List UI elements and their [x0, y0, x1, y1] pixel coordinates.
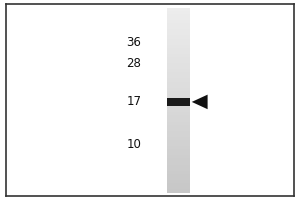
Bar [167, 98, 190, 106]
Bar [167, 88, 190, 91]
Bar [167, 112, 190, 116]
Bar [167, 51, 190, 54]
Bar [167, 122, 190, 125]
Bar [167, 97, 190, 100]
Bar [167, 60, 190, 64]
Bar [167, 189, 190, 193]
Bar [167, 137, 190, 140]
Bar [167, 75, 190, 79]
Text: 17: 17 [126, 95, 141, 108]
Bar [167, 171, 190, 174]
Text: 36: 36 [127, 36, 141, 49]
Bar [167, 8, 190, 11]
Bar [167, 115, 190, 119]
Bar [167, 149, 190, 153]
Bar [167, 103, 190, 107]
Bar [167, 125, 190, 128]
Bar [167, 91, 190, 94]
Bar [167, 42, 190, 45]
Bar [167, 161, 190, 165]
Bar [167, 48, 190, 51]
Bar [167, 168, 190, 171]
Bar [167, 118, 190, 122]
Bar [167, 180, 190, 183]
Bar [167, 69, 190, 73]
Bar [167, 45, 190, 48]
Bar [167, 152, 190, 156]
Bar [167, 32, 190, 36]
Bar [167, 140, 190, 143]
Bar [167, 146, 190, 150]
Bar [167, 54, 190, 57]
Bar [167, 128, 190, 131]
Bar [167, 82, 190, 85]
Bar [167, 143, 190, 146]
Bar [167, 17, 190, 21]
Bar [167, 14, 190, 17]
Bar [167, 29, 190, 33]
Bar [167, 20, 190, 24]
Bar [167, 66, 190, 70]
Bar [167, 57, 190, 60]
Bar [167, 63, 190, 67]
Bar [167, 26, 190, 30]
Bar [167, 94, 190, 97]
Bar [167, 155, 190, 159]
Bar [167, 39, 190, 42]
Bar [167, 72, 190, 76]
Bar [167, 35, 190, 39]
Bar [167, 85, 190, 88]
Bar [167, 11, 190, 14]
Bar [167, 106, 190, 110]
Bar [167, 100, 190, 103]
Bar [167, 165, 190, 168]
Text: 10: 10 [127, 138, 141, 151]
Text: 28: 28 [127, 57, 141, 70]
Bar [167, 134, 190, 137]
Bar [167, 174, 190, 177]
Bar [167, 183, 190, 186]
Bar [167, 158, 190, 162]
Bar [167, 78, 190, 82]
Bar [167, 109, 190, 113]
Bar [167, 186, 190, 189]
Bar [167, 131, 190, 134]
Bar [167, 23, 190, 27]
Bar [167, 177, 190, 180]
Polygon shape [192, 95, 208, 109]
